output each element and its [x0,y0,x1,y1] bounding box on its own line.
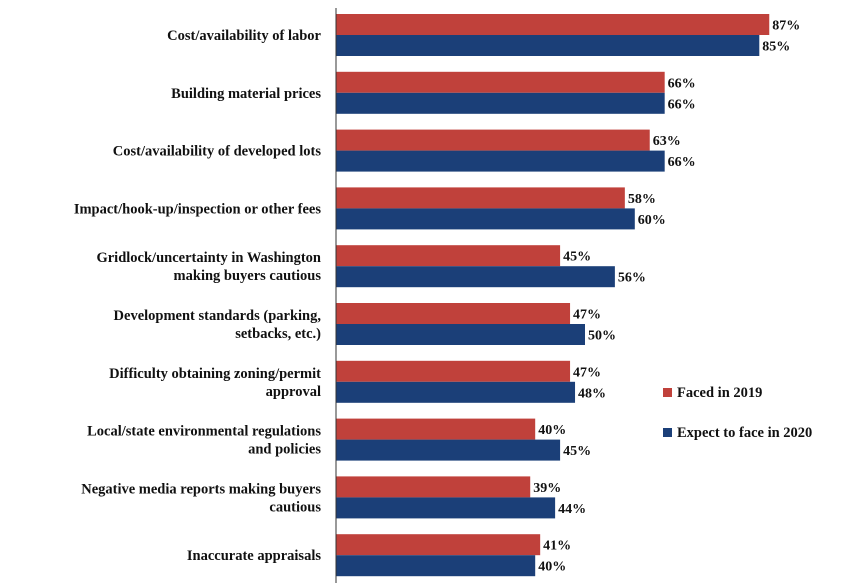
value-label-s1-c0: 85% [762,40,790,55]
category-label-7-line-0: Local/state environmental regulations [87,424,321,440]
value-labels-group: 87% 85% 66% 66% 63% 66% 58% 60% 45% 56% 47% 50% 47% 4… [533,19,800,575]
bar-s1-c8 [336,497,556,519]
bar-s0-c6 [336,360,571,382]
category-label-2: Cost/availability of developed lots [113,144,322,160]
value-label-s1-c6: 48% [578,386,606,401]
bar-s1-c4 [336,266,615,288]
legend-label-1: Expect to face in 2020 [677,425,812,441]
bar-s0-c7 [336,418,536,440]
value-label-s1-c7: 45% [563,444,591,459]
legend: Faced in 2019 Expect to face in 2020 [663,385,812,441]
category-label-5-line-0: Development standards (parking, [114,308,322,324]
bar-s0-c9 [336,534,541,556]
value-label-s0-c3: 58% [628,192,656,207]
bar-s0-c4 [336,245,561,267]
value-label-s1-c9: 40% [538,560,566,575]
category-labels-group: Cost/availability of labor Building mater… [74,28,322,564]
value-label-s1-c8: 44% [558,502,586,517]
value-label-s0-c9: 41% [543,539,571,554]
bar-s0-c0 [336,14,770,35]
category-label-6-line-1: approval [266,384,321,400]
bar-s1-c6 [336,381,576,403]
bar-s1-c2 [336,150,665,172]
bar-s0-c1 [336,71,665,93]
bar-s1-c7 [336,439,561,461]
category-label-1: Building material prices [171,86,321,102]
value-label-s0-c2: 63% [653,134,681,149]
value-label-s1-c1: 66% [668,97,696,112]
category-label-8-line-1: cautious [269,499,321,515]
bars-group [336,14,770,577]
bar-s1-c0 [336,35,760,56]
category-label-7-line-1: and policies [248,442,321,458]
category-label-3: Impact/hook-up/inspection or other fees [74,201,322,217]
value-label-s0-c4: 45% [563,250,591,265]
value-label-s1-c4: 56% [618,271,646,286]
category-label-6-line-0: Difficulty obtaining zoning/permit [109,366,321,382]
bar-s0-c2 [336,129,650,151]
value-label-s0-c7: 40% [538,423,566,438]
bar-s0-c8 [336,476,531,498]
value-label-s1-c3: 60% [638,213,666,228]
bar-s1-c5 [336,324,585,345]
category-label-4-line-1: making buyers cautious [174,268,322,284]
bar-s1-c3 [336,208,635,230]
value-label-s0-c5: 47% [573,308,601,323]
value-label-s0-c1: 66% [668,76,696,91]
legend-swatch-0 [663,388,672,397]
legend-swatch-1 [663,428,672,437]
category-label-0: Cost/availability of labor [167,28,321,44]
value-label-s0-c8: 39% [533,481,561,496]
bar-s1-c9 [336,555,536,577]
value-label-s1-c2: 66% [668,155,696,170]
category-label-9: Inaccurate appraisals [187,548,321,564]
category-label-8-line-0: Negative media reports making buyers [81,481,321,497]
bar-s1-c1 [336,92,665,114]
bar-s0-c3 [336,187,625,209]
value-label-s0-c6: 47% [573,365,601,380]
category-label-5-line-1: setbacks, etc.) [235,326,321,342]
category-label-4-line-0: Gridlock/uncertainty in Washington [96,250,321,266]
legend-label-0: Faced in 2019 [677,385,762,401]
bar-s0-c5 [336,303,571,324]
value-label-s1-c5: 50% [588,329,616,344]
value-label-s0-c0: 87% [772,19,800,34]
